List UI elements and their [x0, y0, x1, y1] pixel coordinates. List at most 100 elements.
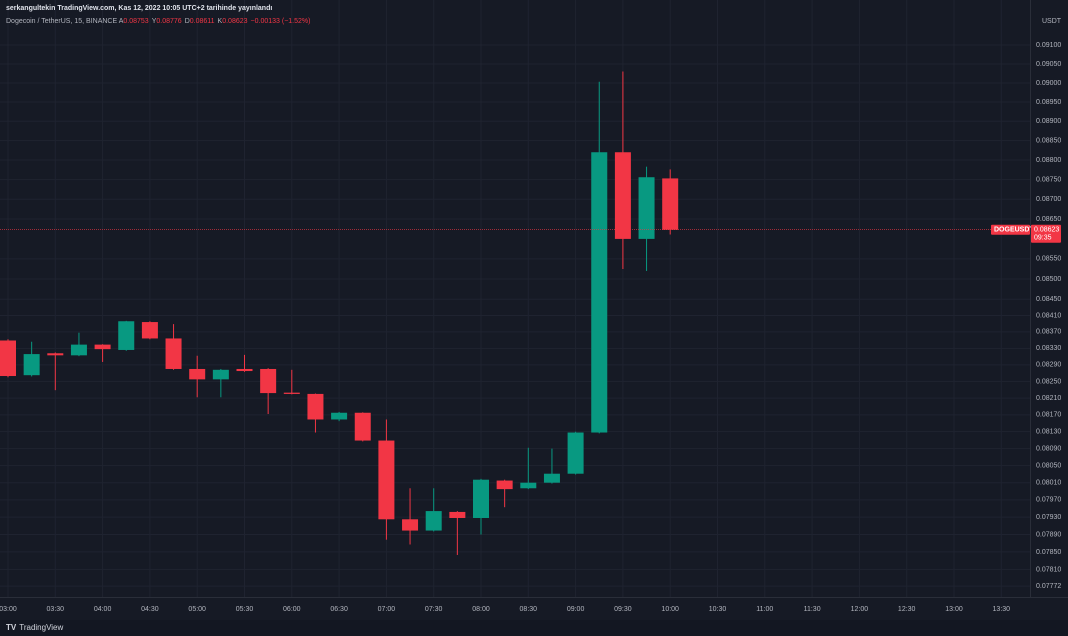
candle-body	[307, 393, 324, 420]
candle-body	[591, 152, 608, 433]
last-price-label: 0.08623	[1034, 227, 1059, 234]
candle-body	[331, 412, 348, 420]
x-tick-label: 13:30	[993, 606, 1011, 613]
candle-body	[354, 412, 371, 441]
x-tick-label: 03:00	[0, 606, 17, 613]
legend: Dogecoin / TetherUS, 15, BINANCE A0.0875…	[6, 16, 313, 27]
x-tick-label: 13:00	[945, 606, 963, 613]
candle-body	[47, 353, 64, 356]
x-tick-label: 10:30	[709, 606, 727, 613]
ohlc-key: K	[217, 18, 223, 25]
candle-body	[236, 368, 253, 372]
y-tick-label: 0.08410	[1036, 312, 1061, 319]
candle-body	[473, 479, 489, 518]
ohlc-key: A	[118, 18, 124, 25]
y-tick-label: 0.08250	[1036, 378, 1061, 385]
y-tick-label: 0.09050	[1036, 61, 1061, 68]
price-tag-bg	[1031, 224, 1061, 243]
x-tick-label: 03:30	[47, 606, 65, 613]
candle-body	[141, 322, 158, 339]
x-tick-label: 06:00	[283, 606, 301, 613]
candle-body	[94, 344, 111, 350]
y-tick-label: 0.08090	[1036, 445, 1061, 452]
axis-labels: 0.09100 0.09050 0.09000 0.08950 0.08900 0.088…	[0, 42, 1061, 613]
y-tick-label: 0.08750	[1036, 176, 1061, 183]
ohlc: A0.08753 Y0.08776 D0.08611 K0.08623	[119, 18, 251, 25]
y-tick-label: 0.08800	[1036, 157, 1061, 164]
brand: TradingView	[19, 623, 64, 632]
candle-body	[212, 369, 229, 380]
symbol: Dogecoin / TetherUS, 15, BINANCE	[6, 18, 118, 25]
ohlc-key: D	[184, 18, 190, 25]
x-tick-label: 04:30	[141, 606, 159, 613]
x-tick-label: 05:30	[236, 606, 254, 613]
y-tick-label: 0.08650	[1036, 216, 1061, 223]
ohlc-value: 0.08611	[189, 18, 215, 25]
candle-body	[378, 440, 395, 520]
x-tick-label: 08:00	[472, 606, 490, 613]
x-tick-label: 12:30	[898, 606, 916, 613]
countdown: 09:35	[1034, 235, 1052, 242]
y-tick-label: 0.08050	[1036, 462, 1061, 469]
candle-body	[70, 344, 87, 356]
y-tick-label: 0.08700	[1036, 196, 1061, 203]
change: −0.00133 (−1.52%)	[250, 18, 311, 25]
y-tick-label: 0.08130	[1036, 429, 1061, 436]
candle-body	[260, 368, 277, 394]
candle-body	[638, 177, 655, 239]
ohlc-value: 0.08623	[222, 18, 248, 25]
ohlc-key: Y	[151, 18, 157, 25]
chart: USDT 0.09100 0.09050 0.09000 0.08950 0.08900…	[0, 0, 1068, 620]
candle-body	[0, 340, 16, 377]
ohlc-value: 0.08753	[123, 18, 149, 25]
y-tick-label: 0.07970	[1036, 497, 1061, 504]
candle-body	[283, 392, 300, 394]
footer: TV TradingView	[0, 620, 1068, 636]
y-tick-label: 0.08170	[1036, 412, 1061, 419]
symbol-tag-bg	[991, 224, 1030, 235]
y-tick-label: 0.08550	[1036, 256, 1061, 263]
candle-body	[449, 511, 466, 518]
y-tick-label: 0.08290	[1036, 362, 1061, 369]
x-tick-label: 09:30	[614, 606, 632, 613]
x-tick-label: 06:30	[330, 606, 348, 613]
symbol-tag: DOGEUSDT	[994, 227, 1034, 234]
y-tick-label: 0.08450	[1036, 296, 1061, 303]
y-tick-label: 0.08900	[1036, 118, 1061, 125]
logo: TV	[6, 623, 17, 632]
x-tick-label: 04:00	[94, 606, 112, 613]
y-tick-label: 0.07890	[1036, 531, 1061, 538]
x-tick-label: 08:30	[520, 606, 538, 613]
y-tick-label: 0.07850	[1036, 549, 1061, 556]
y-tick-label: 0.08370	[1036, 329, 1061, 336]
candle-body	[543, 473, 560, 483]
candle-body	[614, 152, 631, 239]
candle-body	[520, 482, 537, 489]
axis-unit: USDT	[1042, 18, 1062, 25]
candles	[0, 71, 1030, 555]
y-tick-label: 0.08950	[1036, 99, 1061, 106]
x-tick-label: 09:00	[567, 606, 585, 613]
candle-body	[23, 354, 40, 376]
ohlc-value: 0.08776	[156, 18, 182, 25]
y-tick-label: 0.08010	[1036, 480, 1061, 487]
candle-body	[118, 321, 135, 350]
publisher: serkangultekin TradingView.com, Kas 12, …	[6, 5, 273, 12]
x-tick-label: 05:00	[188, 606, 206, 613]
candle-body	[165, 338, 182, 369]
background	[0, 0, 1068, 620]
x-tick-label: 11:30	[804, 606, 821, 613]
candle-body	[189, 368, 206, 380]
header: serkangultekin TradingView.com, Kas 12, …	[6, 3, 313, 27]
y-tick-label: 0.08330	[1036, 345, 1061, 352]
candle-body	[567, 432, 584, 474]
y-tick-label: 0.09000	[1036, 80, 1061, 87]
candle-body	[662, 178, 679, 230]
x-tick-label: 07:00	[378, 606, 396, 613]
candle-body	[496, 480, 513, 490]
x-tick-label: 12:00	[851, 606, 869, 613]
candle-body	[402, 519, 419, 531]
y-tick-label: 0.08500	[1036, 276, 1061, 283]
y-tick-label: 0.07810	[1036, 566, 1061, 573]
